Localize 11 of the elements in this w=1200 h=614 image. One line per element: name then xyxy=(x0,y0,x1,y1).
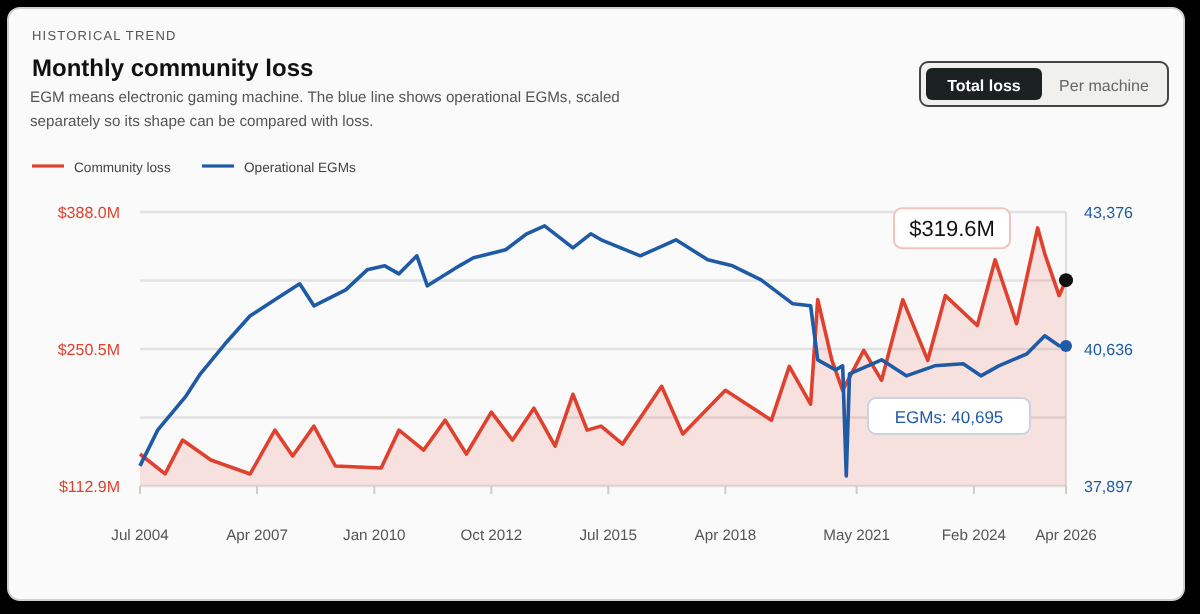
text: Total loss xyxy=(947,77,1022,95)
y2-tick-label: 43,376 xyxy=(1084,204,1135,222)
y2-tick-label: 37,897 xyxy=(1084,478,1135,496)
y-tick-label: $112.9M xyxy=(58,478,121,496)
chart-title: Monthly community loss xyxy=(32,54,315,82)
text: Per machine xyxy=(1059,77,1150,95)
y-tick-label: $250.5M xyxy=(57,340,121,359)
annotation: EGMs: 40,695 xyxy=(894,407,1004,427)
annotation: $319.6M xyxy=(909,218,995,243)
y2-tick-label: 40,636 xyxy=(1084,341,1135,360)
y-tick-label: $388.0M xyxy=(57,204,121,222)
